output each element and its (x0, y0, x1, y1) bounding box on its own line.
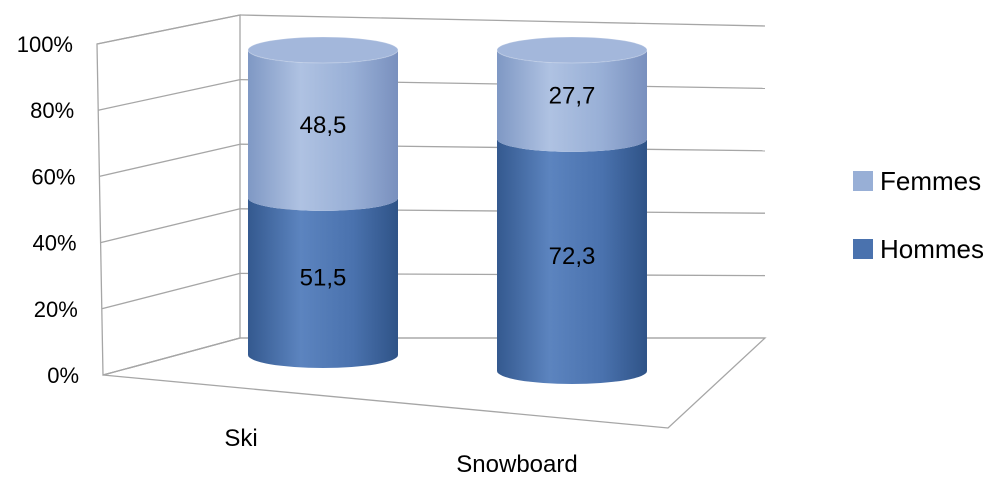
labels-layer: 51,5 48,5 72,3 27,7 (300, 82, 596, 291)
data-label: 51,5 (300, 264, 347, 291)
bar-top-cap (247, 36, 399, 64)
data-label: 72,3 (549, 243, 596, 270)
gridline-back (239, 14, 766, 27)
side-wall (96, 14, 241, 376)
gridline-side (96, 14, 241, 45)
bar-femmes-snowboard (497, 50, 647, 152)
data-label: 27,7 (549, 82, 596, 109)
legend-label-hommes: Hommes (880, 234, 984, 264)
bar-top-cap (496, 36, 648, 64)
y-tick-label: 60% (31, 164, 75, 189)
gridline-side (102, 337, 241, 376)
gridline-side (99, 143, 241, 178)
legend-swatch-femmes (853, 171, 873, 191)
y-tick-label: 100% (17, 32, 73, 57)
x-category-label: Ski (224, 425, 257, 452)
y-tick-label: 0% (47, 363, 79, 388)
gridline-side (101, 272, 241, 310)
bars-layer (247, 36, 648, 384)
gridline-side (98, 78, 241, 111)
legend-label-femmes: Femmes (880, 166, 981, 196)
legend: Femmes Hommes (853, 166, 984, 264)
y-tick-label: 80% (30, 98, 74, 123)
gridline-side (100, 208, 241, 244)
data-label: 48,5 (300, 112, 347, 139)
floor (102, 337, 767, 429)
x-category-label: Snowboard (456, 451, 577, 478)
bar-femmes-ski (248, 50, 398, 211)
y-tick-label: 40% (33, 231, 77, 256)
y-tick-label: 20% (34, 297, 78, 322)
bar-hommes-snowboard (497, 138, 647, 384)
legend-swatch-hommes (853, 239, 873, 259)
bar-hommes-ski (248, 197, 398, 368)
